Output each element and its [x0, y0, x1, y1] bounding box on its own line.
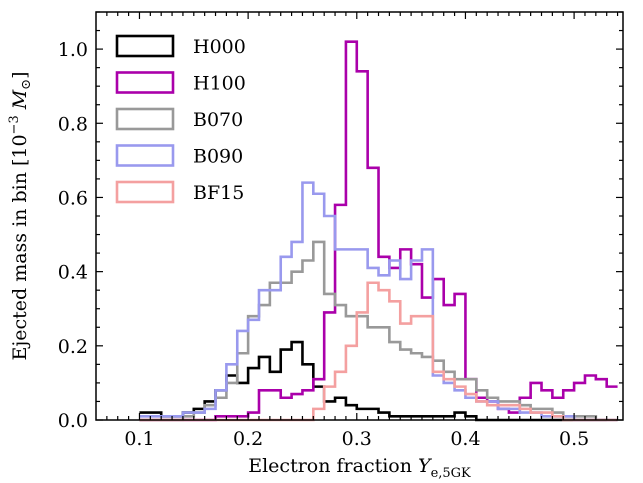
y-tick-label: 0.0 [58, 410, 88, 432]
axes-group: 0.1 0.2 0.3 0.4 0.5 0.0 0.2 0.4 0.6 0.8 1.0 [58, 11, 624, 450]
legend-label-b070: B070 [193, 109, 243, 131]
legend-label-bf15: BF15 [193, 182, 244, 204]
x-tick-label: 0.1 [124, 428, 154, 450]
plot-frame [95, 11, 624, 421]
x-axis-label: Electron fraction Ye,5GK [248, 455, 471, 481]
legend: H000 H100 B070 B090 BF15 [115, 34, 246, 204]
x-tick-label: 0.3 [342, 428, 372, 450]
legend-handle-h100 [115, 71, 175, 94]
y-tick-label: 0.6 [58, 187, 88, 209]
y-tick-label: 0.8 [58, 113, 88, 135]
x-tick-label: 0.5 [559, 428, 589, 450]
y-tick-label: 0.2 [58, 336, 88, 358]
legend-label-h000: H000 [193, 36, 246, 58]
legend-label-b090: B090 [193, 146, 243, 168]
x-tick-label: 0.2 [233, 428, 263, 450]
y-axis-label: Ejected mass in bin [10−3M⊙] [7, 71, 34, 360]
series-bf15-step-line [139, 281, 618, 422]
legend-handle-h000 [115, 34, 175, 58]
legend-handle-b090 [115, 144, 175, 167]
y-tick-label: 1.0 [58, 39, 88, 61]
y-tick-label: 0.4 [58, 262, 88, 284]
legend-handle-bf15 [115, 180, 175, 204]
legend-label-h100: H100 [193, 73, 246, 95]
series-group [139, 40, 618, 422]
x-tick-label: 0.4 [450, 428, 480, 450]
series-h100-step-line [139, 40, 618, 422]
legend-handle-b070 [115, 107, 175, 131]
